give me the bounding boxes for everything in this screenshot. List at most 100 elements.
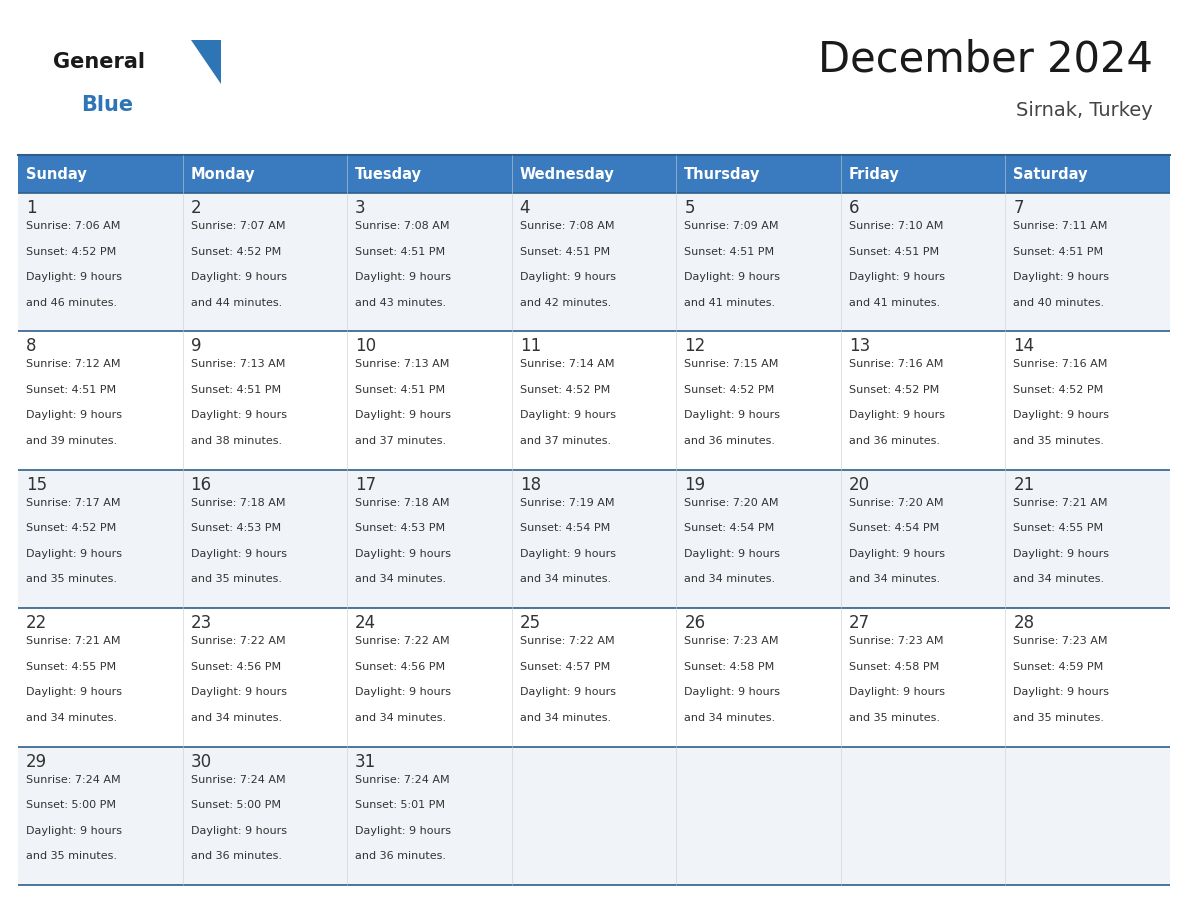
Text: Sunrise: 7:22 AM: Sunrise: 7:22 AM bbox=[190, 636, 285, 646]
Text: Daylight: 9 hours: Daylight: 9 hours bbox=[1013, 549, 1110, 559]
Text: Sunrise: 7:22 AM: Sunrise: 7:22 AM bbox=[519, 636, 614, 646]
Text: and 34 minutes.: and 34 minutes. bbox=[355, 712, 447, 722]
Text: Sunset: 4:53 PM: Sunset: 4:53 PM bbox=[190, 523, 280, 533]
Text: 20: 20 bbox=[849, 476, 870, 494]
Text: 9: 9 bbox=[190, 338, 201, 355]
Text: Sunrise: 7:14 AM: Sunrise: 7:14 AM bbox=[519, 360, 614, 369]
Text: Daylight: 9 hours: Daylight: 9 hours bbox=[355, 272, 451, 282]
Text: and 35 minutes.: and 35 minutes. bbox=[26, 575, 116, 585]
Text: Sunrise: 7:16 AM: Sunrise: 7:16 AM bbox=[1013, 360, 1107, 369]
Text: Daylight: 9 hours: Daylight: 9 hours bbox=[190, 825, 286, 835]
Text: Sunset: 4:51 PM: Sunset: 4:51 PM bbox=[190, 385, 280, 395]
Text: and 37 minutes.: and 37 minutes. bbox=[355, 436, 447, 446]
Text: 30: 30 bbox=[190, 753, 211, 770]
Text: Sunrise: 7:15 AM: Sunrise: 7:15 AM bbox=[684, 360, 778, 369]
Text: and 37 minutes.: and 37 minutes. bbox=[519, 436, 611, 446]
Bar bbox=[347, 155, 512, 193]
Text: Daylight: 9 hours: Daylight: 9 hours bbox=[849, 549, 944, 559]
Text: Sunrise: 7:24 AM: Sunrise: 7:24 AM bbox=[355, 775, 450, 785]
Text: 1: 1 bbox=[26, 199, 37, 217]
Text: 2: 2 bbox=[190, 199, 201, 217]
Text: Thursday: Thursday bbox=[684, 166, 760, 182]
Bar bbox=[676, 155, 841, 193]
Text: Monday: Monday bbox=[190, 166, 255, 182]
Text: 26: 26 bbox=[684, 614, 706, 633]
Text: Sunrise: 7:18 AM: Sunrise: 7:18 AM bbox=[190, 498, 285, 508]
Bar bbox=[18, 470, 1170, 609]
Text: Daylight: 9 hours: Daylight: 9 hours bbox=[1013, 272, 1110, 282]
Text: and 34 minutes.: and 34 minutes. bbox=[26, 712, 118, 722]
Text: Daylight: 9 hours: Daylight: 9 hours bbox=[849, 688, 944, 698]
Text: 17: 17 bbox=[355, 476, 377, 494]
Text: Sunset: 4:58 PM: Sunset: 4:58 PM bbox=[684, 662, 775, 672]
Text: Sunset: 4:51 PM: Sunset: 4:51 PM bbox=[355, 247, 446, 256]
Text: Daylight: 9 hours: Daylight: 9 hours bbox=[849, 272, 944, 282]
Text: and 38 minutes.: and 38 minutes. bbox=[190, 436, 282, 446]
Text: and 41 minutes.: and 41 minutes. bbox=[849, 297, 940, 308]
Text: 5: 5 bbox=[684, 199, 695, 217]
Text: Sunrise: 7:22 AM: Sunrise: 7:22 AM bbox=[355, 636, 450, 646]
Text: Daylight: 9 hours: Daylight: 9 hours bbox=[190, 688, 286, 698]
Text: General: General bbox=[53, 52, 145, 72]
Text: and 34 minutes.: and 34 minutes. bbox=[519, 575, 611, 585]
Text: Sunset: 4:52 PM: Sunset: 4:52 PM bbox=[190, 247, 280, 256]
Text: 12: 12 bbox=[684, 338, 706, 355]
Text: Sunrise: 7:20 AM: Sunrise: 7:20 AM bbox=[849, 498, 943, 508]
Text: Daylight: 9 hours: Daylight: 9 hours bbox=[684, 272, 781, 282]
Text: and 34 minutes.: and 34 minutes. bbox=[519, 712, 611, 722]
Text: Sunset: 4:56 PM: Sunset: 4:56 PM bbox=[190, 662, 280, 672]
Text: Sunset: 4:57 PM: Sunset: 4:57 PM bbox=[519, 662, 609, 672]
Text: Sunset: 4:51 PM: Sunset: 4:51 PM bbox=[684, 247, 775, 256]
Text: 31: 31 bbox=[355, 753, 377, 770]
Text: and 34 minutes.: and 34 minutes. bbox=[190, 712, 282, 722]
Text: Daylight: 9 hours: Daylight: 9 hours bbox=[355, 410, 451, 420]
Text: 16: 16 bbox=[190, 476, 211, 494]
Bar bbox=[18, 746, 1170, 885]
Text: and 36 minutes.: and 36 minutes. bbox=[849, 436, 940, 446]
Text: 13: 13 bbox=[849, 338, 870, 355]
Text: Sunset: 5:01 PM: Sunset: 5:01 PM bbox=[355, 800, 446, 810]
Text: Sunrise: 7:12 AM: Sunrise: 7:12 AM bbox=[26, 360, 120, 369]
Text: and 34 minutes.: and 34 minutes. bbox=[355, 575, 447, 585]
Text: Sunrise: 7:13 AM: Sunrise: 7:13 AM bbox=[355, 360, 449, 369]
Text: Sunrise: 7:23 AM: Sunrise: 7:23 AM bbox=[849, 636, 943, 646]
Text: and 34 minutes.: and 34 minutes. bbox=[849, 575, 940, 585]
Text: Sunset: 4:54 PM: Sunset: 4:54 PM bbox=[849, 523, 939, 533]
Text: Sunset: 4:52 PM: Sunset: 4:52 PM bbox=[684, 385, 775, 395]
Bar bbox=[18, 193, 1170, 331]
Text: Sunset: 4:51 PM: Sunset: 4:51 PM bbox=[519, 247, 609, 256]
Text: Sunrise: 7:20 AM: Sunrise: 7:20 AM bbox=[684, 498, 779, 508]
Text: Sunrise: 7:21 AM: Sunrise: 7:21 AM bbox=[1013, 498, 1108, 508]
Text: 6: 6 bbox=[849, 199, 859, 217]
Text: Daylight: 9 hours: Daylight: 9 hours bbox=[849, 410, 944, 420]
Text: Daylight: 9 hours: Daylight: 9 hours bbox=[519, 410, 615, 420]
Text: and 43 minutes.: and 43 minutes. bbox=[355, 297, 447, 308]
Text: Sunrise: 7:23 AM: Sunrise: 7:23 AM bbox=[1013, 636, 1108, 646]
Text: and 42 minutes.: and 42 minutes. bbox=[519, 297, 611, 308]
Text: and 40 minutes.: and 40 minutes. bbox=[1013, 297, 1105, 308]
Text: 10: 10 bbox=[355, 338, 377, 355]
Polygon shape bbox=[191, 40, 221, 84]
Text: 15: 15 bbox=[26, 476, 48, 494]
Text: and 35 minutes.: and 35 minutes. bbox=[1013, 436, 1105, 446]
Text: and 34 minutes.: and 34 minutes. bbox=[1013, 575, 1105, 585]
Bar bbox=[18, 331, 1170, 470]
Text: Sunset: 4:51 PM: Sunset: 4:51 PM bbox=[1013, 247, 1104, 256]
Text: Sunset: 4:54 PM: Sunset: 4:54 PM bbox=[684, 523, 775, 533]
Text: and 36 minutes.: and 36 minutes. bbox=[684, 436, 776, 446]
Text: Sunrise: 7:23 AM: Sunrise: 7:23 AM bbox=[684, 636, 779, 646]
Text: 25: 25 bbox=[519, 614, 541, 633]
Bar bbox=[18, 155, 183, 193]
Text: Sunrise: 7:08 AM: Sunrise: 7:08 AM bbox=[519, 221, 614, 231]
Text: Daylight: 9 hours: Daylight: 9 hours bbox=[26, 825, 122, 835]
Text: Daylight: 9 hours: Daylight: 9 hours bbox=[355, 825, 451, 835]
Text: Sunset: 4:55 PM: Sunset: 4:55 PM bbox=[26, 662, 116, 672]
Text: Sunset: 4:59 PM: Sunset: 4:59 PM bbox=[1013, 662, 1104, 672]
Text: Sirnak, Turkey: Sirnak, Turkey bbox=[1016, 100, 1154, 119]
Text: Sunset: 4:58 PM: Sunset: 4:58 PM bbox=[849, 662, 939, 672]
Text: Sunrise: 7:17 AM: Sunrise: 7:17 AM bbox=[26, 498, 120, 508]
Text: 14: 14 bbox=[1013, 338, 1035, 355]
Text: Sunrise: 7:07 AM: Sunrise: 7:07 AM bbox=[190, 221, 285, 231]
Text: and 34 minutes.: and 34 minutes. bbox=[684, 575, 776, 585]
Text: Sunset: 4:53 PM: Sunset: 4:53 PM bbox=[355, 523, 446, 533]
